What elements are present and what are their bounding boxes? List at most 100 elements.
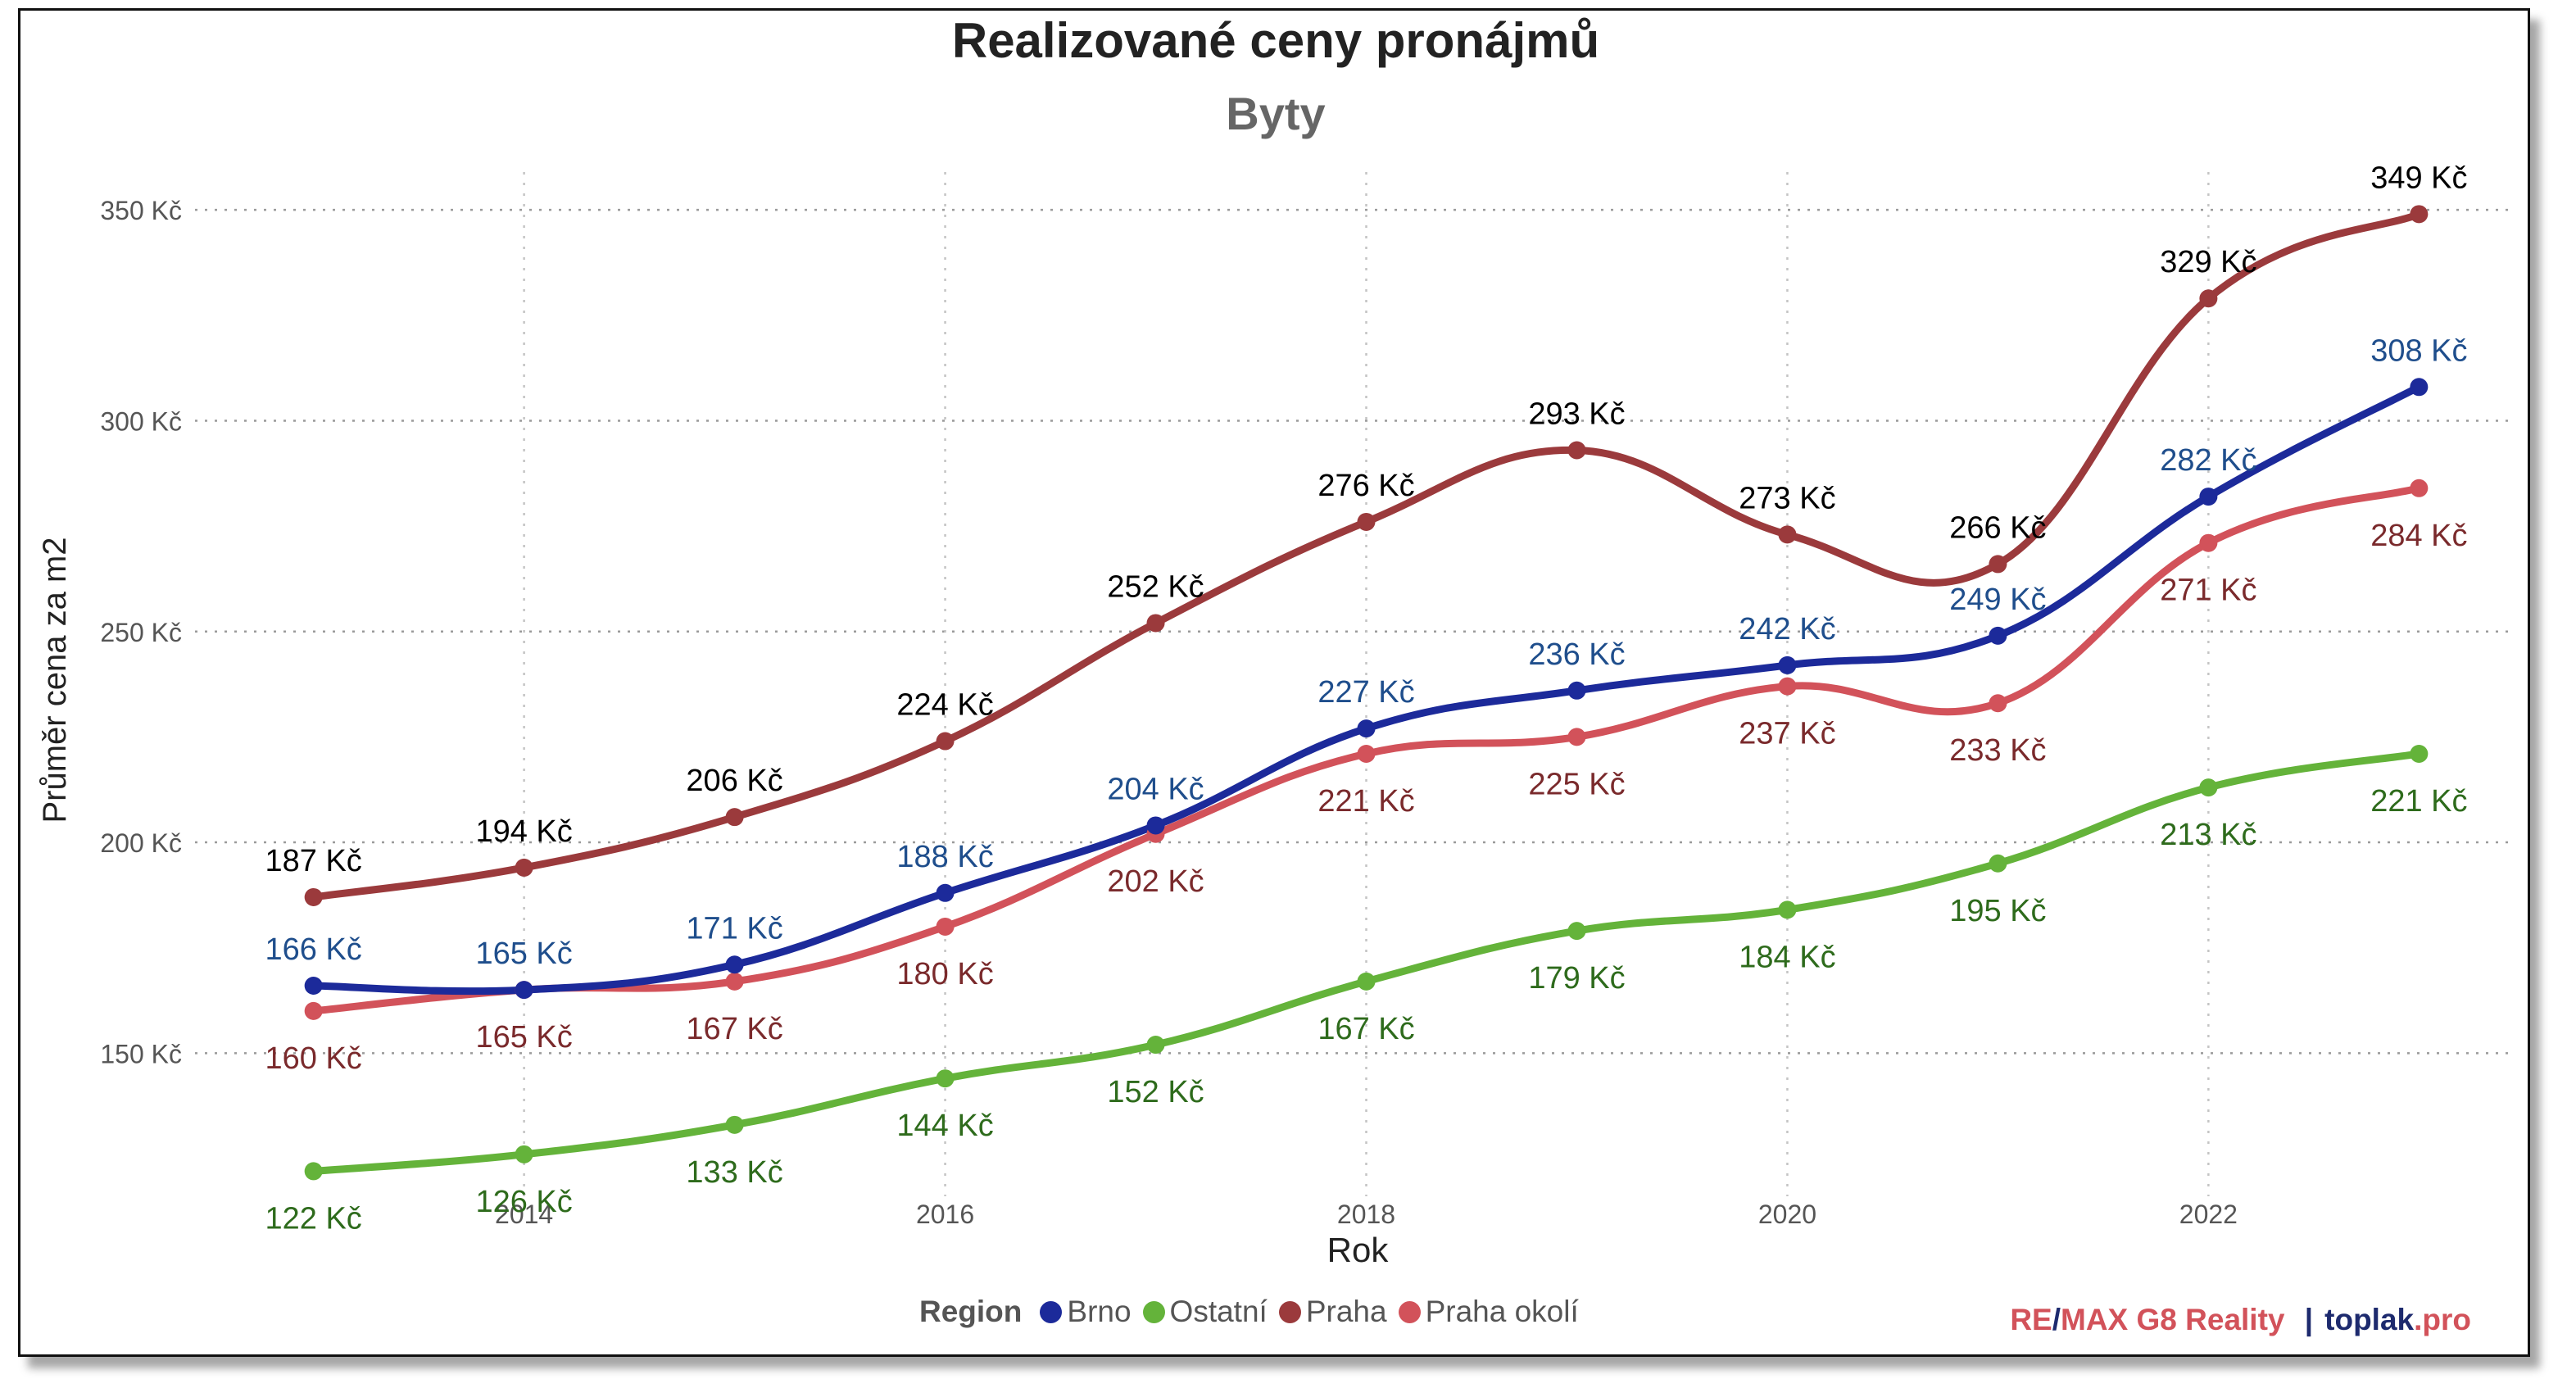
data-label-praha-okoli: 202 Kč [1107, 864, 1204, 899]
point-praha[interactable] [304, 887, 323, 906]
data-label-praha: 329 Kč [2160, 245, 2256, 279]
legend-item-praha[interactable]: Praha [1278, 1295, 1387, 1329]
point-brno[interactable] [515, 981, 533, 1000]
point-ostatni[interactable] [304, 1162, 323, 1181]
data-label-praha: 276 Kč [1317, 469, 1414, 503]
point-praha[interactable] [1567, 441, 1586, 460]
data-label-praha-okoli: 271 Kč [2160, 574, 2256, 608]
point-ostatni[interactable] [1567, 922, 1586, 941]
point-praha-okoli[interactable] [1567, 728, 1586, 746]
point-ostatni[interactable] [1989, 854, 2007, 873]
point-brno[interactable] [725, 955, 744, 974]
legend-item-ostatni[interactable]: Ostatní [1142, 1295, 1268, 1329]
x-tick-label: 2022 [2179, 1200, 2238, 1229]
data-label-ostatni: 213 Kč [2160, 818, 2256, 852]
legend-marker [1278, 1300, 1301, 1323]
point-brno[interactable] [1146, 816, 1165, 835]
point-praha[interactable] [1989, 555, 2007, 574]
point-ostatni[interactable] [2410, 744, 2429, 763]
point-praha-okoli[interactable] [1989, 694, 2007, 713]
brand-re: RE [2010, 1303, 2052, 1336]
legend-label: Brno [1067, 1295, 1132, 1328]
point-ostatni[interactable] [1146, 1036, 1165, 1055]
point-brno[interactable] [304, 977, 323, 995]
data-label-ostatni: 126 Kč [475, 1185, 572, 1219]
data-label-brno: 308 Kč [2370, 333, 2467, 368]
data-label-praha-okoli: 221 Kč [1317, 784, 1414, 819]
point-ostatni[interactable] [725, 1115, 744, 1134]
point-praha-okoli[interactable] [2410, 479, 2429, 497]
point-praha[interactable] [1778, 525, 1797, 544]
point-ostatni[interactable] [1778, 900, 1797, 919]
data-label-brno: 204 Kč [1107, 772, 1204, 806]
legend-label: Praha okolí [1425, 1295, 1579, 1328]
data-label-ostatni: 195 Kč [1949, 894, 2046, 928]
data-label-brno: 249 Kč [1949, 583, 2046, 617]
chart-subtitle: Byty [1226, 88, 1325, 139]
x-axis-title: Rok [1327, 1231, 1390, 1269]
data-label-brno: 242 Kč [1739, 612, 1835, 646]
legend-marker [1398, 1300, 1421, 1323]
data-label-praha-okoli: 160 Kč [265, 1041, 361, 1076]
data-label-praha: 187 Kč [265, 844, 361, 878]
data-label-ostatni: 152 Kč [1107, 1075, 1204, 1109]
data-label-brno: 188 Kč [896, 840, 993, 874]
point-praha-okoli[interactable] [304, 1001, 323, 1020]
point-brno[interactable] [2410, 378, 2429, 397]
x-tick-label: 2014 [495, 1200, 553, 1229]
data-label-ostatni: 221 Kč [2370, 784, 2467, 819]
point-brno[interactable] [1567, 681, 1586, 700]
point-praha[interactable] [1146, 614, 1165, 633]
brand-max: MAX G8 Reality [2061, 1303, 2285, 1336]
point-praha-okoli[interactable] [1778, 677, 1797, 696]
legend-label: Ostatní [1169, 1295, 1268, 1328]
point-brno[interactable] [936, 883, 955, 902]
data-labels: 122 Kč 126 Kč 133 Kč 144 Kč 152 Kč 167 Kč 179 … [265, 161, 2467, 1236]
legend-item-praha-okoli[interactable]: Praha okolí [1398, 1295, 1579, 1329]
data-label-praha: 349 Kč [2370, 161, 2467, 195]
brand-toplak: toplak [2324, 1303, 2415, 1336]
point-ostatni[interactable] [1357, 972, 1376, 991]
point-praha[interactable] [725, 808, 744, 827]
data-label-praha: 252 Kč [1107, 569, 1204, 604]
point-praha-okoli[interactable] [2199, 533, 2218, 552]
point-ostatni[interactable] [515, 1145, 533, 1163]
point-ostatni[interactable] [936, 1069, 955, 1088]
series-line-praha [310, 210, 2423, 901]
point-praha[interactable] [515, 858, 533, 877]
x-tick-label: 2018 [1337, 1200, 1395, 1229]
data-label-ostatni: 184 Kč [1739, 940, 1835, 974]
data-label-praha-okoli: 237 Kč [1739, 717, 1835, 751]
point-brno[interactable] [2199, 488, 2218, 506]
point-praha-okoli[interactable] [1357, 744, 1376, 763]
legend-title: Region [919, 1295, 1023, 1328]
data-label-brno: 165 Kč [475, 937, 572, 971]
chart-title: Realizované ceny pronájmů [952, 13, 1599, 68]
y-axis-title: Průměr cena za m2 [37, 537, 73, 823]
data-label-praha-okoli: 225 Kč [1528, 767, 1625, 801]
point-praha[interactable] [2199, 289, 2218, 308]
data-label-brno: 166 Kč [265, 932, 361, 967]
data-label-praha-okoli: 284 Kč [2370, 519, 2467, 553]
data-label-praha: 194 Kč [475, 814, 572, 849]
point-praha-okoli[interactable] [725, 972, 744, 991]
brand-pro: .pro [2414, 1303, 2471, 1336]
point-praha[interactable] [936, 732, 955, 751]
point-ostatni[interactable] [2199, 778, 2218, 797]
data-label-praha-okoli: 180 Kč [896, 957, 993, 991]
data-label-brno: 282 Kč [2160, 443, 2256, 478]
y-tick-label: 250 Kč [100, 618, 182, 647]
point-praha[interactable] [1357, 512, 1376, 531]
data-label-ostatni: 179 Kč [1528, 961, 1625, 996]
y-tick-label: 200 Kč [100, 828, 182, 858]
point-brno[interactable] [1357, 719, 1376, 738]
point-praha-okoli[interactable] [936, 917, 955, 936]
point-brno[interactable] [1778, 655, 1797, 674]
brand-slash: / [2052, 1303, 2061, 1336]
legend: Region Brno Ostatní Praha Praha okolí [919, 1291, 1590, 1332]
data-label-ostatni: 122 Kč [265, 1201, 361, 1236]
legend-item-brno[interactable]: Brno [1040, 1295, 1132, 1329]
point-praha[interactable] [2410, 205, 2429, 224]
point-brno[interactable] [1989, 626, 2007, 645]
